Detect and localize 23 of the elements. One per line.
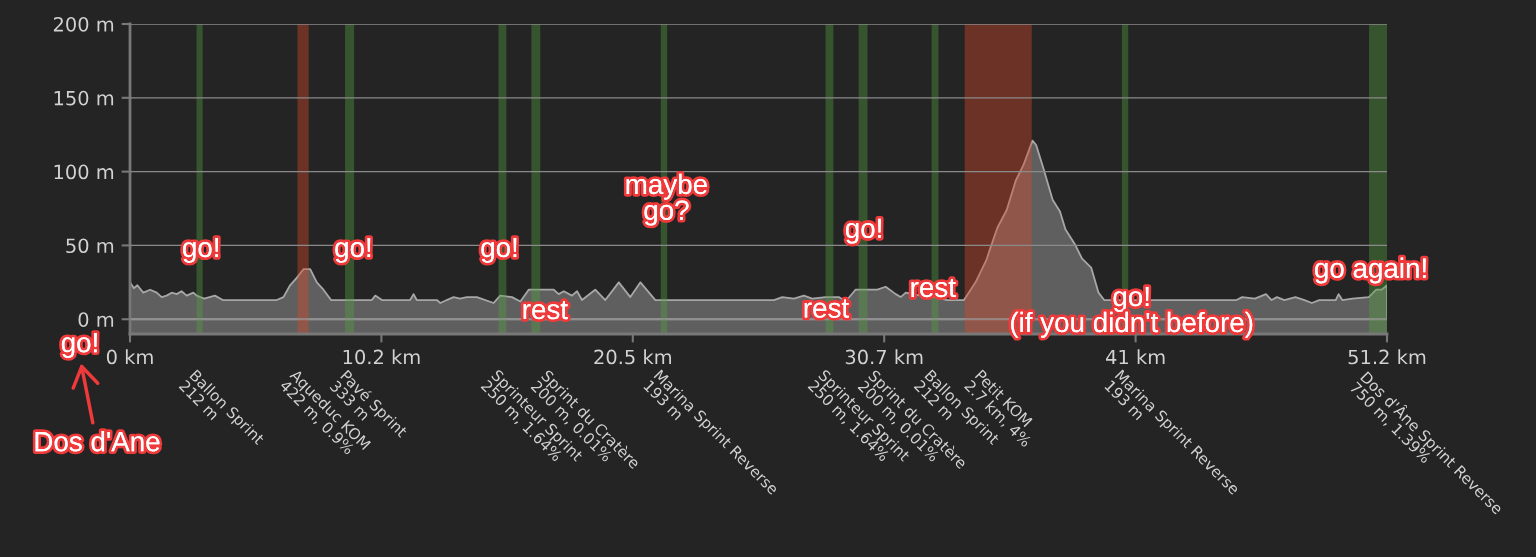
x-tick-label: 0 km bbox=[106, 349, 153, 365]
annotation: maybe go? bbox=[626, 173, 707, 226]
annotation: go! bbox=[481, 237, 517, 263]
annotation: go! bbox=[183, 237, 218, 263]
annotation: go! (if you didn't before) bbox=[1011, 286, 1253, 338]
text: Dos d'Ane bbox=[35, 431, 160, 452]
annotation: go! bbox=[335, 237, 371, 263]
x-tick-label: 30.7 km bbox=[845, 349, 923, 365]
y-tick-label: 150 m bbox=[54, 90, 114, 106]
annotation: rest bbox=[804, 299, 849, 318]
x-tick-label: 51.2 km bbox=[1348, 349, 1426, 365]
x-tick-label: 20.5 km bbox=[594, 349, 671, 365]
x-tick-label: 10.2 km bbox=[343, 349, 420, 365]
x-tick-label: 41 km bbox=[1105, 349, 1165, 365]
y-tick-label: 200 m bbox=[53, 16, 114, 32]
annotation: rest bbox=[523, 301, 568, 320]
annotation: go! bbox=[845, 218, 881, 244]
y-tick-label: 0 m bbox=[78, 312, 114, 327]
text: go! bbox=[61, 333, 97, 358]
y-tick-label: 100 m bbox=[54, 164, 114, 180]
annotation: rest bbox=[911, 278, 956, 298]
annotation: go again! bbox=[1315, 257, 1426, 284]
y-tick-label: 50 m bbox=[66, 238, 114, 254]
